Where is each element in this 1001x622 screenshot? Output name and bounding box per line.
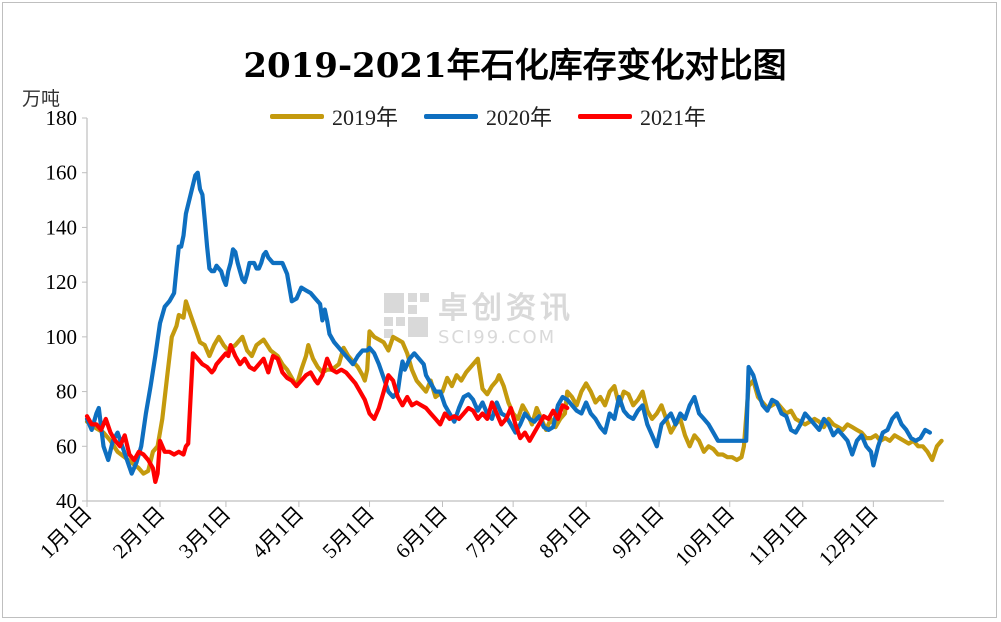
y-tick-label: 40 bbox=[56, 489, 77, 513]
watermark-logo-icon bbox=[384, 292, 429, 338]
y-tick-label: 80 bbox=[56, 380, 77, 404]
legend: 2019年 2020年 2021年 bbox=[270, 100, 706, 132]
y-tick-label: 60 bbox=[56, 434, 77, 458]
x-tick-label: 6月1日 bbox=[391, 502, 453, 564]
legend-label-2020: 2020年 bbox=[486, 105, 553, 130]
legend-label-2021: 2021年 bbox=[640, 105, 707, 130]
legend-swatch-2021 bbox=[578, 113, 633, 119]
x-tick-label: 9月1日 bbox=[607, 502, 669, 564]
series-line-2019年 bbox=[84, 299, 944, 476]
series-line-2021年 bbox=[84, 343, 570, 484]
legend-swatch-2019 bbox=[270, 113, 324, 119]
legend-item-2020: 2020年 bbox=[424, 100, 552, 132]
chart-title: 2019-2021年石化库存变化对比图 bbox=[243, 46, 787, 86]
x-tick-label: 2月1日 bbox=[108, 502, 170, 564]
y-tick-label: 160 bbox=[46, 161, 78, 185]
x-tick-label: 11月1日 bbox=[744, 502, 812, 570]
y-tick-label: 100 bbox=[46, 325, 78, 349]
x-tick-label: 5月1日 bbox=[318, 502, 380, 564]
x-tick-label: 3月1日 bbox=[174, 502, 236, 564]
x-tick-label: 8月1日 bbox=[534, 502, 596, 564]
legend-swatch-2020 bbox=[424, 113, 479, 119]
x-tick-label: 7月1日 bbox=[461, 502, 523, 564]
x-tick-label: 4月1日 bbox=[247, 502, 309, 564]
series-layer bbox=[84, 170, 944, 484]
watermark-text-cn: 卓创资讯 bbox=[438, 291, 574, 326]
legend-label-2019: 2019年 bbox=[332, 105, 399, 130]
y-tick-label: 140 bbox=[46, 215, 78, 239]
y-tick-label: 180 bbox=[46, 106, 78, 130]
x-tick-label: 12月1日 bbox=[814, 502, 883, 571]
y-tick-label: 120 bbox=[46, 270, 78, 294]
watermark-text-en: SCI99.COM bbox=[438, 327, 557, 348]
y-axis-unit-label: 万吨 bbox=[22, 88, 61, 110]
watermark: 卓创资讯 SCI99.COM bbox=[384, 283, 574, 348]
legend-item-2021: 2021年 bbox=[578, 100, 706, 132]
x-tick-label: 10月1日 bbox=[670, 502, 739, 571]
legend-item-2019: 2019年 bbox=[270, 100, 398, 132]
series-line-2020年 bbox=[84, 170, 932, 476]
